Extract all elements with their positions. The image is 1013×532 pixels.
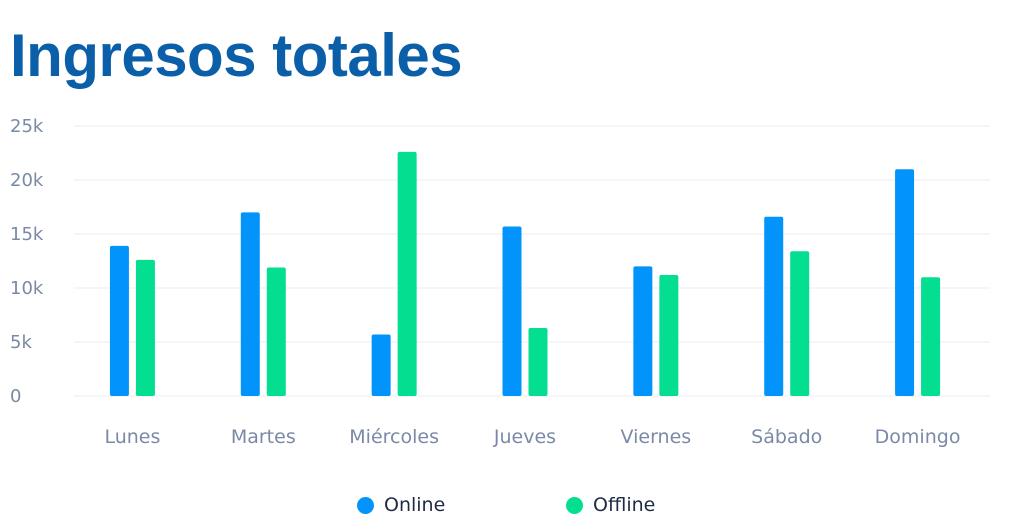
y-tick-label: 0 xyxy=(10,386,21,407)
y-tick-label: 20k xyxy=(10,170,44,191)
bars xyxy=(109,151,941,396)
legend-label-online: Online xyxy=(384,494,446,516)
bar-offline[interactable] xyxy=(921,277,941,396)
x-category-label: Jueves xyxy=(493,426,556,448)
x-category-label: Lunes xyxy=(104,426,160,448)
y-tick-label: 15k xyxy=(10,224,44,245)
y-tick-label: 25k xyxy=(10,116,44,137)
legend: Online Offline xyxy=(0,490,1013,520)
legend-label-offline: Offline xyxy=(593,494,656,516)
bar-online[interactable] xyxy=(240,212,260,396)
bar-online[interactable] xyxy=(502,226,522,396)
bar-offline[interactable] xyxy=(397,151,417,396)
bar-online[interactable] xyxy=(371,334,391,396)
y-tick-label: 5k xyxy=(10,332,32,353)
bar-online[interactable] xyxy=(764,216,784,396)
bar-online[interactable] xyxy=(633,266,653,396)
bar-offline[interactable] xyxy=(528,327,548,396)
bar-offline[interactable] xyxy=(135,259,155,396)
x-category-label: Miércoles xyxy=(349,426,439,448)
legend-item-offline[interactable]: Offline xyxy=(566,490,655,520)
y-axis-ticks: 0 5k 10k 15k 20k 25k xyxy=(10,116,44,407)
bar-chart: 0 5k 10k 15k 20k 25k Lunes Martes Miércoles Juev… xyxy=(10,116,990,448)
x-axis-categories: Lunes Martes Miércoles Jueves Viernes Sábado D… xyxy=(104,426,960,448)
bar-online[interactable] xyxy=(895,169,915,396)
legend-marker-offline xyxy=(566,496,583,514)
chart-title: Ingresos totales xyxy=(10,22,463,89)
legend-marker-online xyxy=(357,496,374,514)
x-category-label: Viernes xyxy=(621,426,692,448)
bar-offline[interactable] xyxy=(659,275,679,396)
y-tick-label: 10k xyxy=(10,278,44,299)
x-category-label: Sábado xyxy=(751,426,822,448)
bar-offline[interactable] xyxy=(266,267,286,396)
bar-online[interactable] xyxy=(109,245,129,396)
legend-item-online[interactable]: Online xyxy=(357,490,445,520)
x-category-label: Martes xyxy=(231,426,296,448)
x-category-label: Domingo xyxy=(875,426,961,448)
bar-offline[interactable] xyxy=(790,251,810,396)
